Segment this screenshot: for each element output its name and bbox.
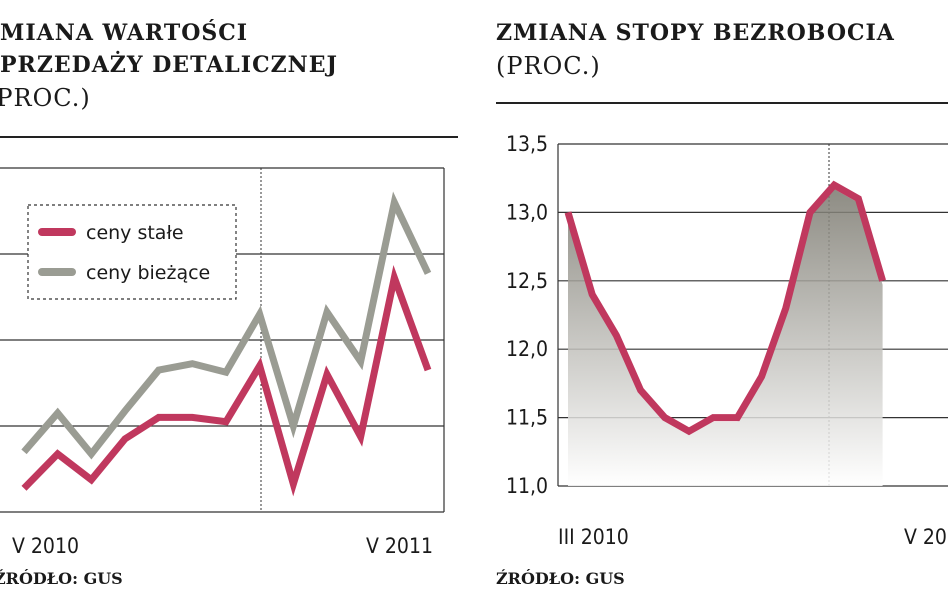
left-series-line-nominal: [21, 191, 432, 460]
left-legend-box: [27, 204, 237, 300]
right-area-fill: [568, 189, 883, 487]
right-chart-title: ZMIANA STOPY BEZROBOCIA: [496, 20, 895, 46]
left-chart-title-line2: PRZEDAŻY DETALICZNEJ: [0, 52, 338, 78]
left-chart-rule: [0, 136, 458, 138]
left-chart-title-line1: MIANA WARTOŚCI: [0, 20, 249, 46]
left-legend-label: ceny stałe: [86, 222, 184, 244]
left-chart-source: ŹRÓDŁO: GUS: [0, 569, 123, 588]
right-chart-source: ŹRÓDŁO: GUS: [496, 569, 625, 588]
left-chart-plot: V 2010 V 2011 ceny stałe ceny bieżące: [0, 167, 445, 558]
right-chart-plot: 13,5 13,0 12,5 12,0 11,5 11,0 III 2010 V 20: [506, 132, 948, 549]
right-chart-rule: [496, 102, 948, 104]
right-series-line: [564, 180, 886, 436]
right-y-tick-label: 13,5: [506, 132, 548, 156]
right-x-tick-label: III 2010: [558, 525, 629, 549]
left-chart-subtitle: (PROC.): [0, 84, 91, 112]
right-y-tick-label: 13,0: [506, 200, 548, 224]
right-y-tick-label: 11,0: [506, 474, 548, 498]
right-y-tick-label: 12,5: [506, 269, 548, 293]
right-y-tick-label: 12,0: [506, 337, 548, 361]
left-legend: ceny stałe ceny bieżące: [27, 204, 237, 300]
left-x-tick-label: V 2011: [366, 534, 433, 558]
right-y-tick-label: 11,5: [506, 406, 548, 430]
left-series-line-real: [21, 264, 432, 497]
right-x-tick-label: V 20: [904, 525, 947, 549]
left-legend-label: ceny bieżące: [86, 262, 210, 284]
right-chart-subtitle: (PROC.): [496, 52, 601, 80]
left-x-tick-label: V 2010: [12, 534, 79, 558]
